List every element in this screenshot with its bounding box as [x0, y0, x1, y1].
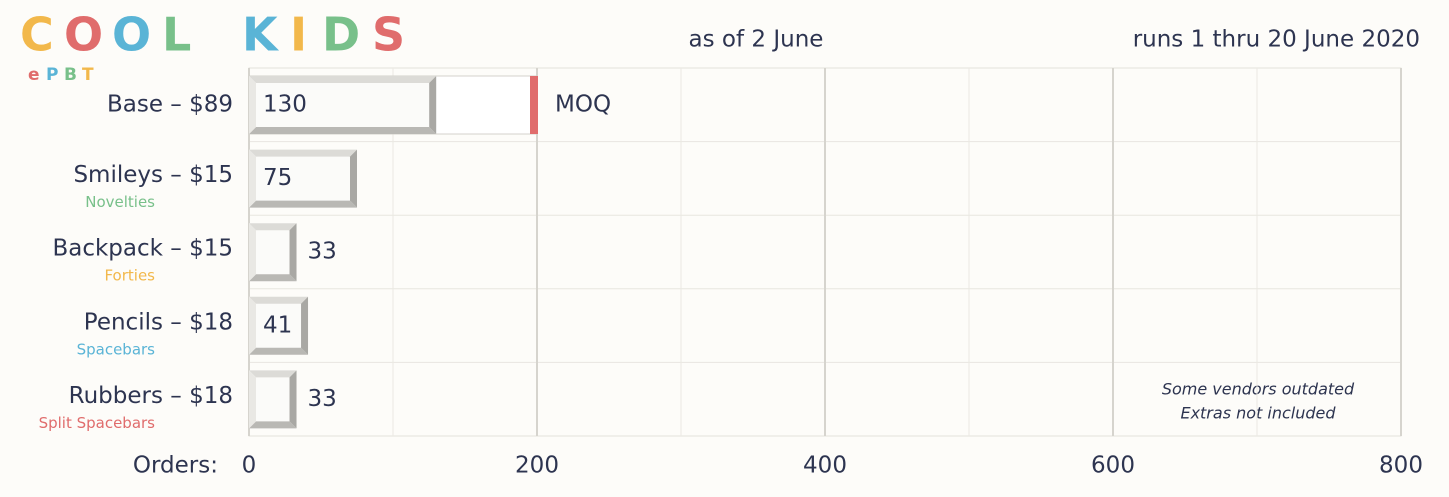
bar-bevel-left [249, 370, 256, 429]
bar-bevel-bottom [249, 127, 437, 134]
x-tick-label: 600 [1091, 453, 1135, 479]
logo-letter: D [322, 8, 360, 62]
bar [249, 370, 297, 429]
value-label: 75 [263, 165, 292, 191]
value-label: 41 [263, 312, 292, 338]
logo-sub-letter: P [46, 65, 58, 85]
logo-letter: C [20, 8, 54, 62]
category-sublabel: Split Spacebars [39, 414, 156, 432]
bar-bevel-left [249, 223, 256, 282]
bar-bevel-bottom [249, 347, 309, 355]
logo-sub-letter: B [64, 65, 77, 85]
bar-bevel-left [249, 296, 256, 355]
logo-sub-letter: e [28, 65, 40, 85]
value-label: 33 [308, 386, 337, 412]
bar-bevel-right [429, 76, 437, 134]
bar-bevel-top [249, 370, 297, 378]
bar-bevel-right [289, 370, 297, 429]
logo-letter: L [162, 8, 191, 62]
category-label: Backpack – $15 [52, 236, 233, 262]
category-label: Base – $89 [107, 92, 233, 118]
bar-bevel-right [289, 223, 297, 282]
moq-marker [530, 76, 538, 134]
x-tick-label: 400 [803, 453, 847, 479]
value-label: 130 [263, 92, 307, 118]
x-tick-label: 800 [1379, 453, 1423, 479]
x-tick-label: 0 [242, 453, 257, 479]
bar [249, 296, 309, 355]
x-tick-label: 200 [515, 453, 559, 479]
bar-bevel-top [249, 223, 297, 231]
x-axis-label: Orders: [133, 453, 218, 479]
logo-letter: K [242, 8, 280, 62]
bar [249, 223, 297, 282]
category-label: Smileys – $15 [73, 162, 233, 188]
category-label: Pencils – $18 [84, 309, 233, 335]
bar-bevel-bottom [249, 274, 297, 282]
run-note: runs 1 thru 20 June 2020 [1133, 27, 1420, 53]
logo-letter: O [64, 8, 103, 62]
moq-label: MOQ [555, 92, 611, 118]
bar [249, 149, 357, 208]
annotation: Some vendors outdated [1162, 380, 1355, 399]
category-sublabel: Forties [104, 267, 155, 285]
category-label: Rubbers – $18 [69, 383, 233, 409]
bar [249, 76, 437, 134]
bar-bevel-right [350, 149, 357, 208]
logo-letter: S [372, 8, 405, 62]
bar-bevel-left [249, 149, 256, 208]
value-label: 33 [308, 239, 337, 265]
bar-bevel-right [301, 296, 309, 355]
bar-bevel-bottom [249, 421, 297, 429]
bar-bevel-top [249, 296, 309, 304]
annotation: Extras not included [1180, 404, 1336, 423]
bar-bevel-top [249, 76, 437, 83]
logo-letter: I [290, 8, 307, 62]
subtitle: as of 2 June [689, 27, 824, 53]
category-sublabel: Novelties [85, 193, 155, 211]
bar-bevel-top [249, 149, 357, 157]
bar-bevel-bottom [249, 200, 357, 208]
category-sublabel: Spacebars [77, 340, 156, 358]
bar-bevel-left [249, 76, 256, 134]
logo-sub-letter: T [82, 65, 94, 85]
logo-letter: O [112, 8, 151, 62]
